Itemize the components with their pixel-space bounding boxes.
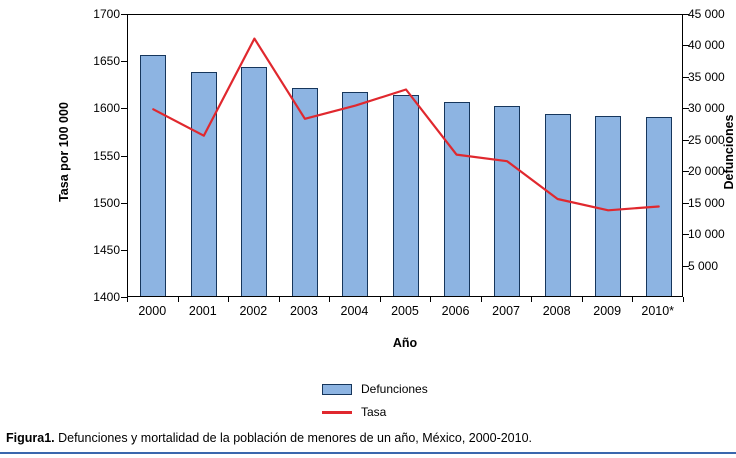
right-axis-tick-label: 10 000 xyxy=(688,227,725,242)
legend: Defunciones Tasa xyxy=(322,381,428,420)
defunciones-bar xyxy=(443,102,470,296)
defunciones-bar xyxy=(140,55,167,296)
right-axis-tick-mark xyxy=(683,139,689,141)
caption-label: Figura1. xyxy=(6,431,55,445)
x-axis-tick-mark xyxy=(581,297,583,302)
defunciones-bar xyxy=(645,117,672,296)
right-axis-tick-label: 30 000 xyxy=(688,101,725,116)
right-axis-tick-mark xyxy=(683,76,689,78)
bottom-rule xyxy=(0,452,736,454)
right-axis-tick-label: 20 000 xyxy=(688,164,725,179)
defunciones-legend-swatch xyxy=(322,383,352,395)
left-axis-tick-mark xyxy=(121,202,127,204)
x-axis-tick-mark xyxy=(278,297,280,302)
x-axis-category-label: 2004 xyxy=(340,304,369,318)
right-axis-tick-label: 15 000 xyxy=(688,195,725,210)
x-axis-tick-mark xyxy=(177,297,179,302)
x-axis-category-label: 2005 xyxy=(391,304,419,318)
right-axis-tick-mark xyxy=(683,45,689,47)
left-axis-tick-label: 1400 xyxy=(93,290,120,304)
tasa-legend-swatch xyxy=(322,410,352,414)
defunciones-bar xyxy=(190,71,217,296)
right-axis-tick-mark xyxy=(683,108,689,110)
x-axis-category-label: 2000 xyxy=(138,304,167,318)
figure-caption: Figura1. Defunciones y mortalidad de la … xyxy=(6,430,532,446)
right-axis-tick-mark xyxy=(683,14,689,15)
x-axis-tick-mark xyxy=(228,297,230,302)
left-axis-tick-label: 1550 xyxy=(93,148,120,163)
right-axis-tick-mark xyxy=(683,202,689,204)
right-axis-tick-label: 35 000 xyxy=(688,69,725,84)
defunciones-bar xyxy=(544,113,571,296)
right-axis-tick-mark xyxy=(683,234,689,236)
legend-item: Defunciones xyxy=(322,381,428,397)
left-axis-tick-label: 1500 xyxy=(93,195,120,210)
x-axis-category-label: 2002 xyxy=(239,304,268,318)
x-axis-category-label: 2009 xyxy=(593,304,622,318)
x-axis-tick-mark xyxy=(329,297,331,302)
x-axis-category-label: 2003 xyxy=(289,304,318,318)
legend-item: Tasa xyxy=(322,404,386,420)
x-axis-title: Año xyxy=(392,336,418,350)
defunciones-bar xyxy=(494,106,521,296)
defunciones-bar xyxy=(241,67,268,296)
defunciones-bar xyxy=(595,116,622,296)
x-axis-category-label: 2008 xyxy=(542,304,571,318)
left-axis-tick-label: 1450 xyxy=(93,242,120,257)
x-axis-tick-mark xyxy=(127,297,128,302)
plot-area xyxy=(127,14,683,297)
left-axis-tick-label: 1650 xyxy=(93,54,120,69)
x-axis-tick-mark xyxy=(480,297,482,302)
left-axis-tick-label: 1700 xyxy=(93,7,120,21)
left-axis-tick-mark xyxy=(121,297,127,298)
left-axis-tick-mark xyxy=(121,155,127,157)
right-axis-tick-label: 45 000 xyxy=(688,7,725,21)
right-axis-tick-mark xyxy=(683,265,689,267)
caption-text: Defunciones y mortalidad de la población… xyxy=(54,431,533,445)
x-axis-tick-mark xyxy=(531,297,533,302)
x-axis-category-label: 2010* xyxy=(641,304,675,318)
x-axis-tick-mark xyxy=(683,297,684,302)
left-axis-title: Tasa por 100 000 xyxy=(57,102,71,202)
defunciones-bar xyxy=(393,95,419,296)
left-axis-tick-label: 1600 xyxy=(93,101,120,116)
left-axis-tick-mark xyxy=(121,61,127,63)
legend-label: Defunciones xyxy=(361,382,428,396)
defunciones-bar xyxy=(291,88,318,296)
x-axis-category-label: 2001 xyxy=(188,304,217,318)
left-axis-tick-mark xyxy=(121,108,127,110)
legend-label: Tasa xyxy=(361,405,387,419)
right-axis-tick-label: 40 000 xyxy=(688,38,725,53)
x-axis-category-label: 2007 xyxy=(492,304,520,318)
x-axis-category-label: 2006 xyxy=(441,304,470,318)
x-axis-tick-mark xyxy=(430,297,432,302)
right-axis-tick-mark xyxy=(683,171,689,173)
right-axis-tick-label: 5 000 xyxy=(688,258,719,273)
x-axis-tick-mark xyxy=(632,297,634,302)
x-axis-tick-mark xyxy=(379,297,381,302)
right-axis-tick-label: 25 000 xyxy=(688,132,725,147)
defunciones-bar xyxy=(342,92,369,296)
left-axis-tick-mark xyxy=(121,14,127,15)
left-axis-tick-mark xyxy=(121,249,127,251)
